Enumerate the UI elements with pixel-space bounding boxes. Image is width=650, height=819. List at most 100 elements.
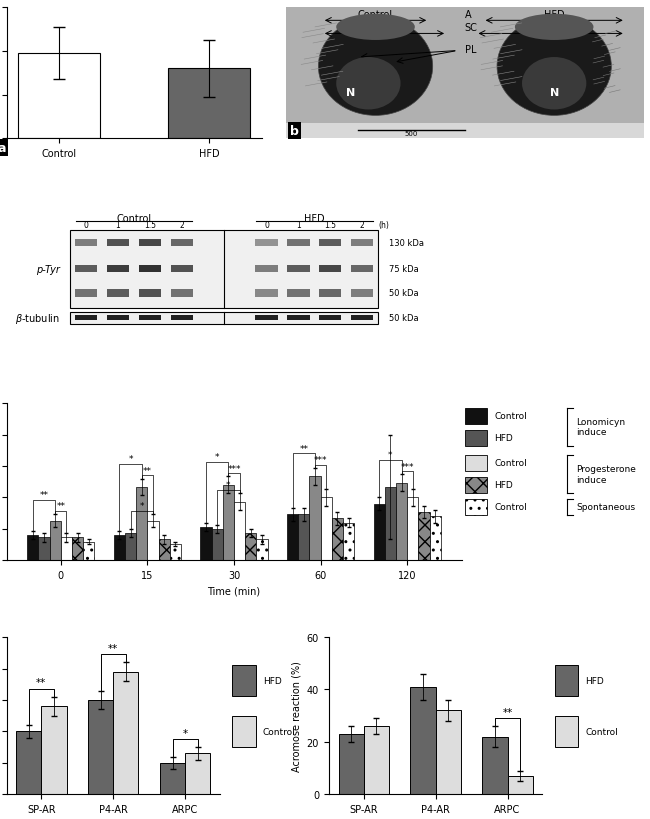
Bar [508, 776, 533, 794]
Bar [38, 538, 49, 561]
Bar [138, 240, 161, 247]
Bar [107, 316, 129, 320]
Bar [70, 312, 378, 324]
Text: 2: 2 [179, 220, 184, 229]
Bar [465, 477, 487, 493]
Bar [200, 527, 212, 561]
Text: p-Tyr: p-Tyr [36, 265, 60, 274]
Text: Control: Control [494, 459, 527, 468]
Text: ***: *** [227, 464, 240, 473]
Bar [75, 290, 98, 297]
Bar [107, 240, 129, 247]
Bar [138, 266, 161, 273]
Bar [42, 707, 66, 794]
Bar [88, 700, 113, 794]
Text: Control: Control [358, 10, 393, 20]
Bar [407, 498, 419, 561]
Text: N: N [346, 88, 355, 98]
Ellipse shape [515, 15, 593, 41]
Text: HFD: HFD [494, 433, 513, 442]
Bar [396, 483, 407, 561]
Bar [482, 737, 508, 794]
Text: SC: SC [465, 23, 478, 33]
Bar [465, 500, 487, 515]
Bar [107, 266, 129, 273]
Bar [364, 726, 389, 794]
Bar [554, 716, 578, 747]
Text: **: ** [36, 677, 47, 688]
Bar [255, 316, 278, 320]
Bar [72, 538, 83, 561]
Bar [319, 266, 341, 273]
Bar [148, 521, 159, 561]
Text: HFD: HFD [544, 10, 564, 20]
Bar [49, 521, 61, 561]
Bar [170, 544, 181, 561]
Bar [212, 529, 223, 561]
Bar [436, 711, 461, 794]
Text: 2: 2 [360, 220, 365, 229]
Bar [234, 502, 245, 561]
Bar [465, 455, 487, 471]
Text: HFD: HFD [304, 214, 325, 224]
Bar [465, 430, 487, 446]
Text: $\beta$-tubulin: $\beta$-tubulin [15, 311, 60, 325]
Text: 1: 1 [116, 220, 120, 229]
Bar [170, 240, 193, 247]
Text: **: ** [108, 643, 118, 653]
Text: 500: 500 [404, 130, 418, 137]
Bar [75, 316, 98, 320]
Text: Spontaneous: Spontaneous [576, 503, 635, 512]
Bar [138, 316, 161, 320]
Text: 75 kDa: 75 kDa [389, 265, 419, 274]
Bar [160, 763, 185, 794]
Bar [233, 716, 255, 747]
Ellipse shape [318, 18, 433, 116]
Text: 0: 0 [264, 220, 269, 229]
Bar [233, 665, 255, 696]
Bar [351, 266, 373, 273]
Bar [70, 230, 378, 309]
Bar [319, 316, 341, 320]
Bar [170, 316, 193, 320]
Bar [385, 487, 396, 561]
Bar [465, 409, 487, 424]
Text: 50 kDa: 50 kDa [389, 289, 419, 298]
Bar [286, 124, 644, 139]
Bar [287, 316, 309, 320]
Bar [319, 290, 341, 297]
Bar [287, 240, 309, 247]
Bar [159, 540, 170, 561]
Text: Control: Control [585, 727, 618, 736]
Bar [170, 290, 193, 297]
Text: ***: *** [400, 462, 414, 471]
Text: 50 kDa: 50 kDa [389, 314, 419, 323]
Bar [245, 533, 256, 561]
Text: ***: *** [314, 455, 328, 464]
Ellipse shape [497, 18, 612, 116]
Bar [351, 316, 373, 320]
Bar [255, 290, 278, 297]
Text: *: * [226, 481, 231, 490]
Text: 1: 1 [296, 220, 301, 229]
Bar [256, 540, 268, 561]
Text: Lonomicyn
induce: Lonomicyn induce [576, 418, 625, 437]
Text: b: b [290, 124, 298, 138]
Bar [125, 533, 136, 561]
Text: HFD: HFD [585, 676, 604, 685]
Bar [170, 266, 193, 273]
Text: A: A [465, 10, 471, 20]
Ellipse shape [336, 15, 415, 41]
Text: 1.5: 1.5 [324, 220, 336, 229]
Bar [554, 665, 578, 696]
Bar [113, 672, 138, 794]
Text: N: N [549, 88, 559, 98]
Bar [223, 486, 234, 561]
Text: Control: Control [494, 412, 527, 421]
Bar [27, 536, 38, 561]
Bar [83, 542, 94, 561]
X-axis label: Time (min): Time (min) [207, 586, 261, 596]
Bar [332, 518, 343, 561]
Y-axis label: Acromose reaction (%): Acromose reaction (%) [291, 660, 301, 771]
Text: HFD: HFD [494, 481, 513, 490]
